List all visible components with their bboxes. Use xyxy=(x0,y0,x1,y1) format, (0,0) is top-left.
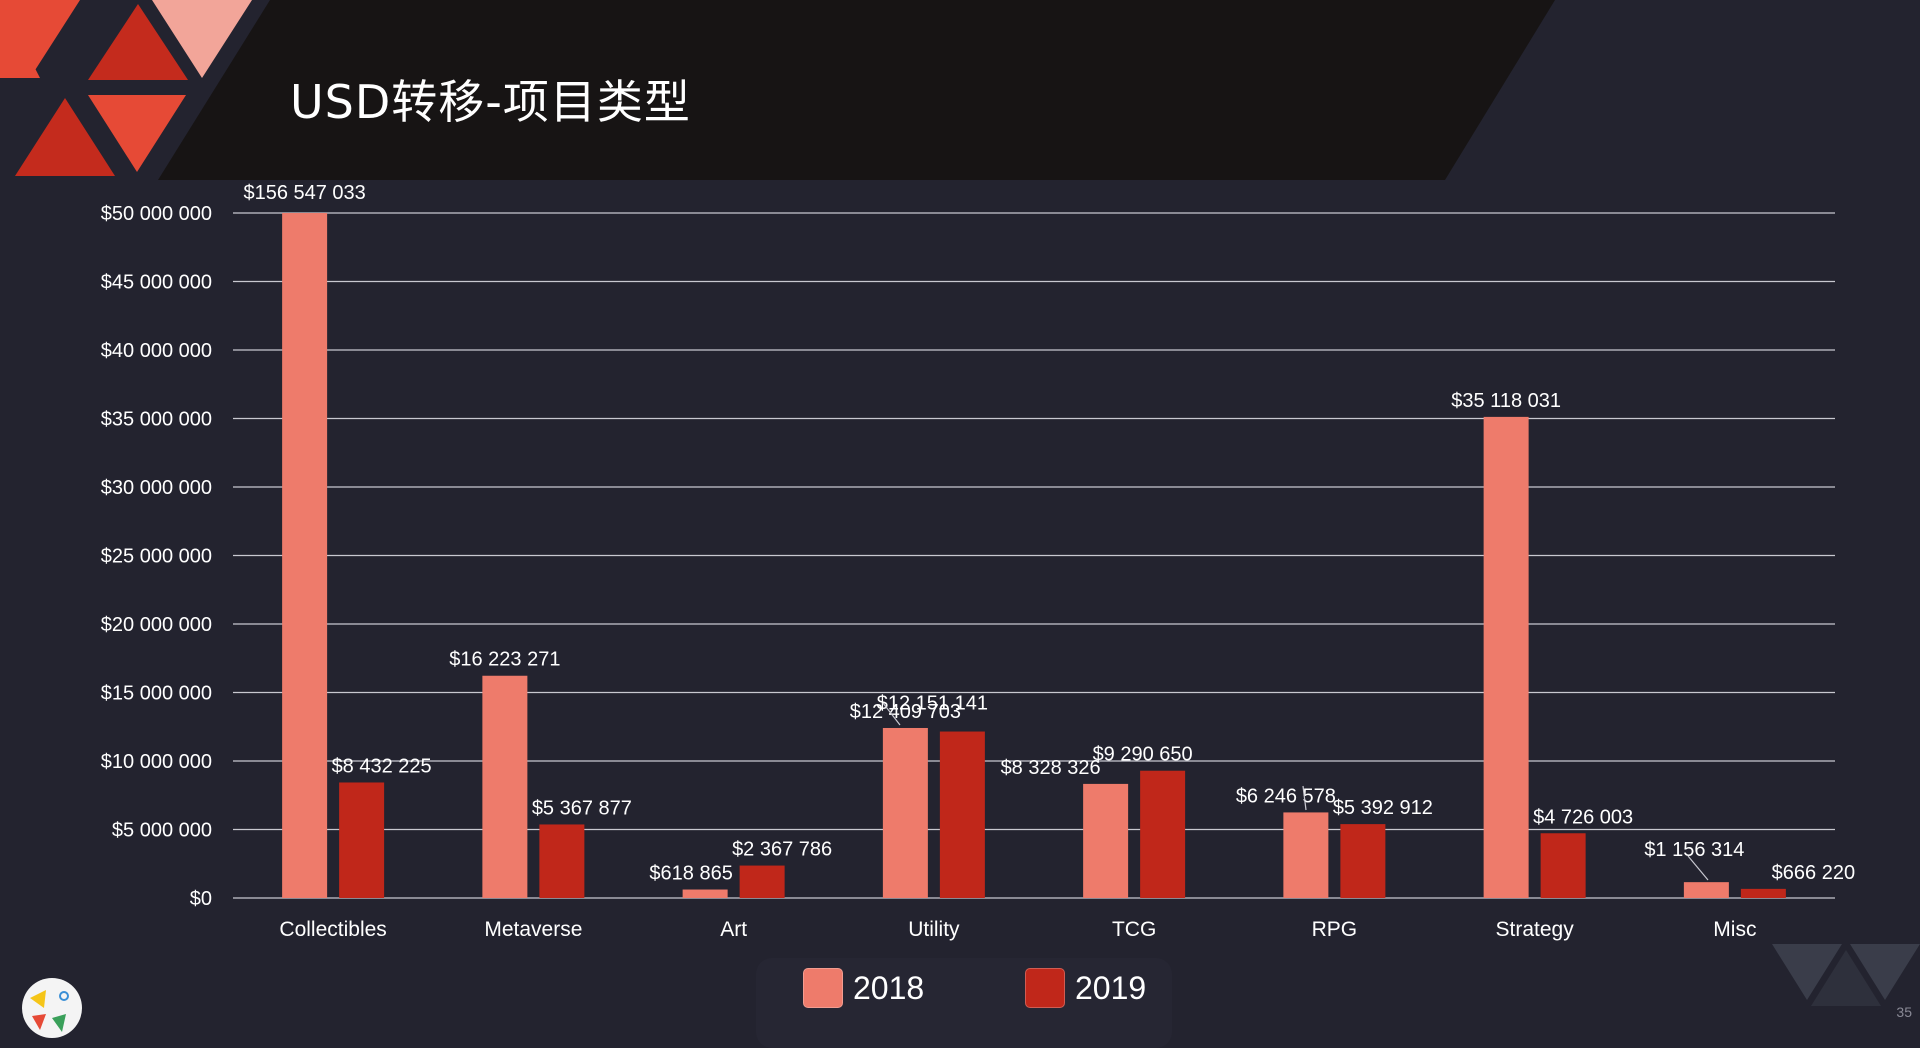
bar-2019-misc xyxy=(1740,888,1786,898)
x-tick-label: TCG xyxy=(1112,918,1156,941)
y-tick-label: $5 000 000 xyxy=(112,820,212,842)
bar-chart: $0 $5 000 000 $10 000 000 $15 000 000 $20 00… xyxy=(0,0,1920,1006)
triangle-decoration xyxy=(152,0,252,78)
y-tick-label: $45 000 000 xyxy=(101,272,212,294)
x-tick-label: Misc xyxy=(1713,918,1756,941)
data-label: $12 409 703 xyxy=(850,701,961,723)
legend-item-2018: 2018 xyxy=(803,968,924,1008)
data-label: $8 328 326 xyxy=(1001,757,1101,779)
legend-label-2019: 2019 xyxy=(1075,969,1147,1006)
leader-line xyxy=(1687,855,1709,881)
y-tick-label: $20 000 000 xyxy=(101,614,212,636)
triangle-decoration xyxy=(1811,950,1881,1006)
y-tick-label: $25 000 000 xyxy=(101,546,212,568)
data-label: $8 432 225 xyxy=(332,755,432,777)
bar-2019-collectibles xyxy=(339,782,385,898)
x-tick-label: RPG xyxy=(1312,918,1358,941)
data-label: $1 156 314 xyxy=(1644,839,1744,861)
bar-2018-utility xyxy=(882,727,928,898)
triangle-decoration xyxy=(15,98,115,176)
page-title: USD转移-项目类型 xyxy=(290,75,691,129)
legend-item-2019: 2019 xyxy=(1025,968,1146,1008)
data-label: $156 547 033 xyxy=(243,182,365,204)
data-label: $5 392 912 xyxy=(1333,797,1433,819)
data-labels: $156 547 033 $8 432 225 $16 223 271 $5 367 … xyxy=(243,182,1855,885)
legend-swatch-2018 xyxy=(803,968,843,1008)
triangle-decoration xyxy=(1772,944,1842,1000)
data-label: $6 246 578 xyxy=(1236,785,1336,807)
bar-2019-metaverse xyxy=(539,824,585,898)
bar-2018-tcg xyxy=(1083,783,1129,898)
y-tick-label: $10 000 000 xyxy=(101,751,212,773)
bar-2018-metaverse xyxy=(482,675,528,898)
x-tick-label: Collectibles xyxy=(279,918,386,941)
bar-2019-rpg xyxy=(1340,824,1386,898)
data-label: $2 367 786 xyxy=(732,839,832,861)
logo-icon xyxy=(30,990,69,1032)
y-tick-label: $30 000 000 xyxy=(101,477,212,499)
data-label: $4 726 003 xyxy=(1533,806,1633,828)
decorative-triangles xyxy=(0,0,252,176)
data-label: $618 865 xyxy=(649,863,732,885)
x-tick-label: Utility xyxy=(908,918,960,941)
triangle-decoration xyxy=(0,0,40,78)
leader-line xyxy=(882,702,901,726)
bar-2019-strategy xyxy=(1540,833,1586,898)
data-label: $666 220 xyxy=(1772,862,1855,884)
data-label: $5 367 877 xyxy=(532,797,632,819)
y-axis-ticks: $0 $5 000 000 $10 000 000 $15 000 000 $20 00… xyxy=(101,203,212,910)
y-tick-label: $35 000 000 xyxy=(101,409,212,431)
triangle-decoration xyxy=(1850,944,1920,1000)
leader-line xyxy=(1302,785,1307,811)
grid-lines xyxy=(233,212,1835,899)
triangle-decoration xyxy=(88,4,188,80)
bar-2018-misc xyxy=(1683,882,1729,898)
legend-label-2018: 2018 xyxy=(853,969,925,1006)
header-banner xyxy=(158,0,1555,180)
logo xyxy=(22,978,82,1038)
data-label: $16 223 271 xyxy=(449,649,560,671)
legend-swatch-2019 xyxy=(1025,968,1065,1008)
x-axis-ticks: Collectibles Metaverse Art Utility TCG RPG Str… xyxy=(279,918,1756,941)
data-label: $35 118 031 xyxy=(1451,390,1561,412)
page-number: 35 xyxy=(1896,1004,1912,1020)
y-tick-label: $50 000 000 xyxy=(101,203,212,225)
bar-2019-art xyxy=(739,865,785,898)
y-tick-label: $0 xyxy=(190,888,212,910)
x-tick-label: Art xyxy=(720,918,747,941)
bar-2018-art xyxy=(682,889,728,898)
data-label: $12 151 141 xyxy=(877,693,988,715)
y-tick-label: $40 000 000 xyxy=(101,340,212,362)
data-label: $9 290 650 xyxy=(1093,744,1193,766)
bar-2019-utility xyxy=(939,731,985,898)
x-tick-label: Strategy xyxy=(1496,918,1575,941)
decorative-triangles-bottom xyxy=(1772,944,1920,1006)
bar-2019-tcg xyxy=(1140,770,1186,898)
bar-2018-strategy xyxy=(1483,416,1529,898)
y-tick-label: $15 000 000 xyxy=(101,683,212,705)
triangle-decoration xyxy=(88,95,186,172)
x-tick-label: Metaverse xyxy=(484,918,582,941)
bar-2018-rpg xyxy=(1283,812,1329,898)
bar-2018-collectibles xyxy=(282,213,328,898)
bars xyxy=(282,213,1786,898)
